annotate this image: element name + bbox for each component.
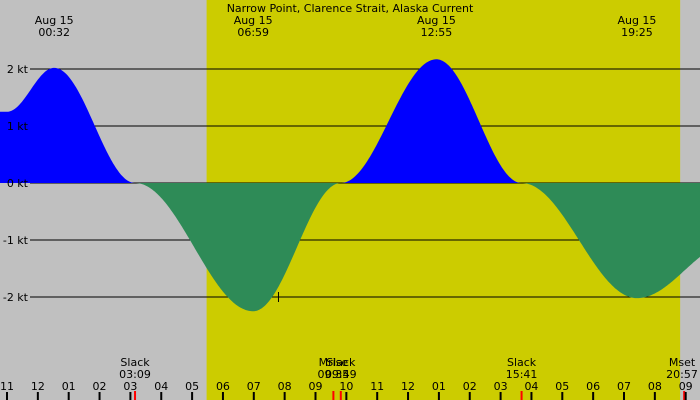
x-tick-label: 03 [123,380,137,393]
x-tick-mark [623,392,625,400]
event-name: Slack [507,356,537,369]
extremum-date: Aug 15 [234,14,273,27]
flood-current-area [0,59,700,183]
x-axis-ticks: 11 12 01 02 03 04 05 06 07 08 09 10 11 12 01 02 03 04 05 06… [0,380,693,400]
x-tick-label: 05 [185,380,199,393]
chart-title: Narrow Point, Clarence Strait, Alaska Cu… [227,2,474,15]
x-tick-label: 08 [648,380,662,393]
x-tick-mark [314,392,317,400]
x-tick-label: 06 [216,380,230,393]
x-tick-label: 02 [93,380,107,393]
x-tick-label: 01 [62,380,76,393]
x-tick-label: 12 [401,380,415,393]
x-tick-label: 11 [0,380,14,393]
event-labels: Slack03:09Mrise09:35Slack09:49Slack15:41… [119,356,698,400]
x-tick-mark [499,392,502,400]
x-tick-mark [98,392,101,400]
x-tick-mark [530,392,533,400]
event-tick [332,391,335,400]
x-tick-label: 10 [339,380,353,393]
x-tick-mark [6,392,8,400]
x-tick-mark [407,392,410,400]
x-tick-mark [36,392,39,400]
x-tick-label: 06 [586,380,600,393]
x-tick-label: 09 [309,380,323,393]
x-tick-label: 04 [154,380,168,393]
event-time: 03:09 [119,368,151,381]
x-tick-mark [191,392,194,400]
extremum-time: 19:25 [621,26,653,39]
extremum-time: 06:59 [237,26,269,39]
extremum-date: Aug 15 [35,14,74,27]
x-tick-mark [592,392,595,400]
extremum-time: 00:32 [38,26,70,39]
event-name: Mset [669,356,696,369]
x-tick-mark [684,392,687,400]
extremum-date: Aug 15 [417,14,456,27]
event-tick [520,391,523,400]
x-tick-mark [67,392,70,400]
x-tick-mark [653,392,656,400]
x-tick-mark [160,392,163,400]
x-tick-label: 04 [524,380,538,393]
x-tick-label: 07 [617,380,631,393]
x-tick-mark [345,392,348,400]
event-time: 20:57 [666,368,698,381]
x-tick-mark [468,392,471,400]
x-tick-label: 11 [370,380,384,393]
x-tick-label: 09 [679,380,693,393]
event-name: Slack [120,356,150,369]
y-tick-label: 2 kt [7,63,29,76]
x-tick-mark [437,392,440,400]
extremum-date: Aug 15 [617,14,656,27]
y-axis-labels: 2 kt 1 kt 0 kt -1 kt -2 kt [3,63,29,304]
x-tick-label: 03 [494,380,508,393]
event-tick [134,391,137,400]
x-tick-mark [129,392,132,400]
event-time: 09:49 [325,368,357,381]
extremum-time: 12:55 [421,26,453,39]
y-tick-label: 1 kt [7,120,29,133]
x-tick-label: 08 [278,380,292,393]
x-tick-label: 12 [31,380,45,393]
y-tick-label: -1 kt [3,234,29,247]
y-tick-label: 0 kt [7,177,29,190]
x-tick-label: 02 [463,380,477,393]
x-tick-label: 07 [247,380,261,393]
x-tick-mark [252,392,255,400]
event-tick [339,391,342,400]
event-name: Slack [326,356,356,369]
ebb-current-area [0,183,700,312]
event-tick [683,391,686,400]
x-tick-mark [283,392,286,400]
x-tick-mark [221,392,224,400]
x-tick-label: 01 [432,380,446,393]
x-tick-label: 05 [555,380,569,393]
y-tick-label: -2 kt [3,291,29,304]
event-time: 15:41 [506,368,538,381]
cursor-crosshair [273,292,284,302]
x-tick-mark [376,392,379,400]
event-time: 09:35 [318,368,350,381]
event-name: Mrise [319,356,349,369]
x-tick-mark [561,392,564,400]
